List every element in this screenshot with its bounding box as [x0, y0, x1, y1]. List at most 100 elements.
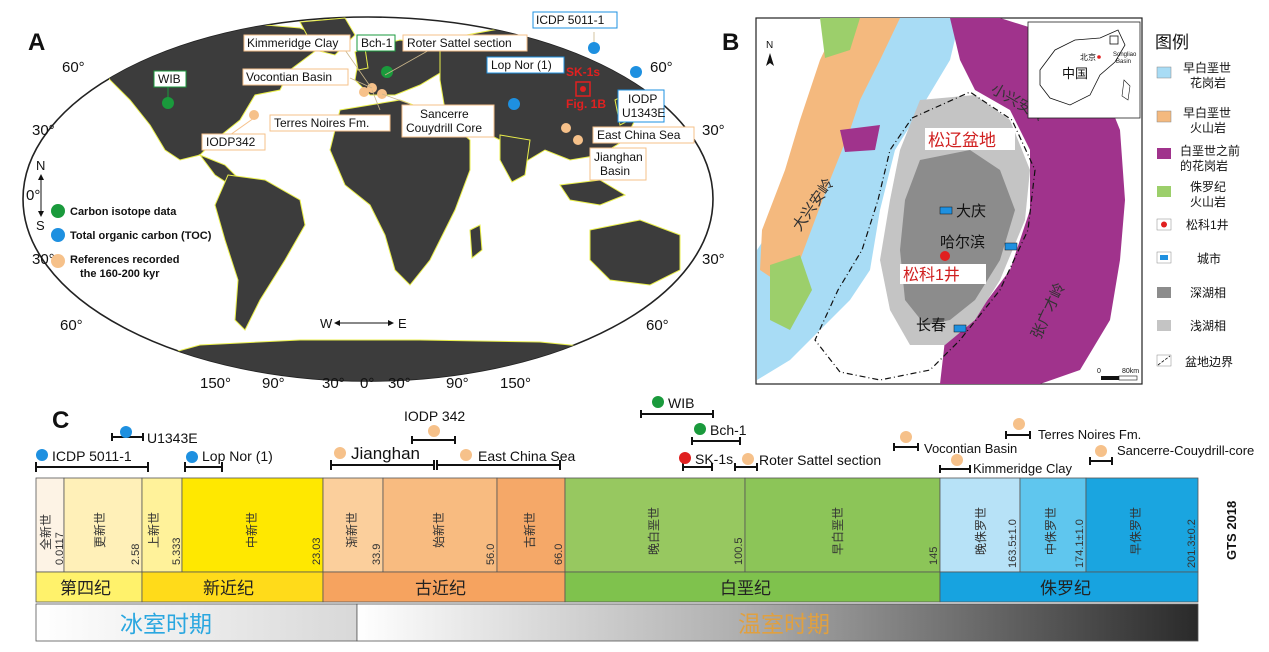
- epoch-age-5: 56.0: [485, 544, 497, 565]
- epoch-name-1: 更新世: [92, 512, 107, 548]
- dot-ecs: [460, 449, 472, 461]
- rec-roter: Roter Sattel section: [759, 452, 881, 468]
- legend-b-2a: 白垩世之前: [1180, 143, 1240, 158]
- granite-small: [840, 125, 880, 152]
- epoch-age-7: 100.5: [733, 537, 745, 565]
- period-name-3: 白垩纪: [720, 579, 771, 598]
- lat-label-left-0: 0°: [26, 187, 40, 204]
- epoch-miocene: [181, 477, 324, 573]
- city-changchun: 长春: [916, 317, 946, 334]
- city-daqing: 大庆: [956, 203, 986, 220]
- site-wib-marker: [162, 97, 174, 109]
- epoch-age-9: 163.5±1.0: [1007, 519, 1019, 568]
- lat-label-right-30n: 30°: [702, 122, 725, 139]
- legend-b-5a: 城市: [1197, 251, 1221, 266]
- epoch-names: 全新世 0.0117 更新世 2.58 上新世 5.333 中新世 23.03 …: [38, 507, 1198, 568]
- legend-b-title: 图例: [1155, 33, 1189, 52]
- continents: [94, 17, 701, 381]
- legend-carbon-label: Carbon isotope data: [70, 206, 177, 218]
- legend-b-2b: 的花岗岩: [1180, 158, 1228, 173]
- china-outline: [1039, 29, 1126, 106]
- legend-b-swatch-2: [1157, 148, 1171, 159]
- dot-vocontian: [900, 431, 912, 443]
- rec-terres: Terres Noires Fm.: [1038, 427, 1141, 442]
- epoch-name-11: 早侏罗世: [1129, 507, 1143, 555]
- legend-b-1b: 火山岩: [1190, 120, 1226, 135]
- period-name-0: 第四纪: [60, 579, 111, 598]
- period-paleogene: [322, 571, 566, 603]
- label-lopnor: Lop Nor (1): [491, 58, 552, 72]
- lon-label-150e: 150°: [500, 375, 531, 392]
- rec-vocontian: Vocontian Basin: [924, 441, 1017, 456]
- panel-label-a: A: [28, 29, 45, 56]
- lon-label-30w: 30°: [322, 375, 345, 392]
- record-labels: ICDP 5011-1 U1343E Lop Nor (1) IODP 342 …: [52, 395, 1254, 476]
- panel-c-timeline: C: [35, 395, 1254, 642]
- india: [499, 134, 531, 183]
- lon-label-90e: 90°: [446, 375, 469, 392]
- panel-label-b: B: [722, 29, 739, 56]
- legend-ref-icon: [51, 254, 65, 268]
- period-name-2: 古近纪: [415, 579, 466, 598]
- rec-sk1s: SK-1s: [695, 451, 733, 467]
- dot-sancerre: [1095, 445, 1107, 457]
- label-jianghan-2: Basin: [600, 164, 630, 178]
- epoch-age-1: 2.58: [130, 544, 142, 565]
- svg-text:0: 0: [1097, 368, 1101, 375]
- lon-label-30e: 30°: [388, 375, 411, 392]
- lat-label-left-30s: 30°: [32, 251, 55, 268]
- period-names: 第四纪 新近纪 古近纪 白垩纪 侏罗纪: [60, 579, 1091, 598]
- legend-b-1a: 早白垩世: [1183, 105, 1231, 120]
- city-harbin-icon: [1004, 242, 1018, 251]
- rec-icdp: ICDP 5011-1: [52, 448, 132, 464]
- site-iodp342-marker: [249, 110, 259, 120]
- label-ecs: East China Sea: [597, 128, 681, 142]
- epoch-age-6: 66.0: [553, 544, 565, 565]
- legend-ref-label2: the 160-200 kyr: [80, 268, 160, 280]
- legend-b-swatch-3: [1157, 186, 1171, 197]
- site-bch1-marker: [381, 66, 393, 78]
- site-europe-ref-3: [359, 87, 369, 97]
- scale-bar-b: 0 80km: [1097, 368, 1139, 381]
- epoch-name-9: 晚侏罗世: [974, 507, 988, 555]
- rec-wib: WIB: [668, 395, 694, 411]
- epoch-age-11: 201.3±0.2: [1186, 519, 1198, 568]
- legend-b-swatch-6: [1157, 287, 1171, 298]
- epoch-name-10: 中侏罗世: [1043, 507, 1058, 555]
- epoch-paleocene: [496, 477, 566, 573]
- epoch-name-7: 晚白垩世: [646, 507, 661, 555]
- label-terres: Terres Noires Fm.: [274, 116, 369, 130]
- inset-china-label: 中国: [1062, 66, 1088, 81]
- north-arrow-b: N: [766, 40, 774, 66]
- period-cretaceous: [564, 571, 941, 603]
- inset-songliao-2: Basin: [1116, 59, 1131, 65]
- legend-b-swatch-1: [1156, 110, 1172, 123]
- legend-b-swatch-0: [1156, 66, 1172, 79]
- site-labels: WIB Kimmeridge Clay Bch-1 Roter Sattel s…: [153, 11, 695, 181]
- legend-b-6a: 深湖相: [1190, 285, 1226, 300]
- epoch-name-3: 中新世: [244, 512, 259, 548]
- lat-label-left-30n: 30°: [32, 122, 55, 139]
- legend-b-7a: 浅湖相: [1190, 318, 1226, 333]
- epoch-name-8: 早白垩世: [830, 507, 845, 555]
- dot-terres: [1013, 418, 1025, 430]
- rec-kimmeridge: Kimmeridge Clay: [973, 461, 1072, 476]
- epoch-age-4: 33.9: [371, 544, 383, 565]
- lat-label-right-30s: 30°: [702, 251, 725, 268]
- label-sancerre-1: Sancerre: [420, 107, 469, 121]
- epoch-age-2: 5.333: [171, 537, 183, 565]
- epoch-age-10: 174.1±1.0: [1074, 519, 1086, 568]
- svg-text:N: N: [766, 40, 773, 51]
- legend-b-4a: 松科1井: [1186, 218, 1229, 232]
- climate-greenhouse: 温室时期: [738, 611, 830, 637]
- lat-label-right-60n: 60°: [650, 59, 673, 76]
- lat-label-left-60n: 60°: [62, 59, 85, 76]
- svg-text:E: E: [398, 316, 407, 331]
- record-bars: [35, 410, 1113, 473]
- rec-u1343e: U1343E: [147, 430, 198, 446]
- label-u1343e-2: U1343E: [622, 106, 665, 120]
- period-name-4: 侏罗纪: [1040, 579, 1091, 598]
- dot-iodp342: [428, 425, 440, 437]
- epoch-name-5: 始新世: [431, 512, 446, 548]
- svg-text:W: W: [320, 316, 333, 331]
